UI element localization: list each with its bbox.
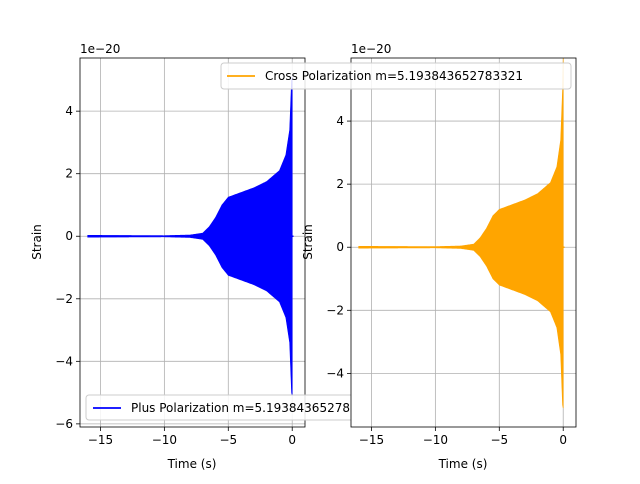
- cross-y-tick-label: 2: [336, 177, 344, 191]
- plus-y-tick-label: −6: [55, 417, 73, 431]
- plus-axes-frame: [79, 57, 306, 428]
- plus-y-tick-label: −4: [55, 354, 73, 368]
- plus-y-tick-label: −2: [55, 292, 73, 306]
- plus-ticks: −15 −10 −5 0 −6 −4 −2 0 2 4: [55, 104, 296, 447]
- cross-offset-label: 1e−20: [351, 42, 391, 56]
- plus-y-tick-label: 4: [65, 104, 73, 118]
- cross-legend: Cross Polarization m=5.193843652783321: [220, 62, 572, 90]
- cross-waveform-envelope: [358, 57, 564, 409]
- plus-legend-label: Plus Polarization m=5.193843652783321: [131, 401, 381, 415]
- cross-x-tick-label: −5: [490, 433, 508, 447]
- cross-ticks: −15 −10 −5 0 −4 −2 0 2 4: [326, 114, 567, 447]
- cross-x-axis-label: Time (s): [438, 457, 488, 471]
- cross-waveform: [358, 57, 565, 409]
- cross-y-axis-label: Strain: [301, 224, 315, 260]
- plus-legend: Plus Polarization m=5.193843652783321: [85, 394, 381, 421]
- plus-x-tick-label: 0: [288, 433, 296, 447]
- cross-legend-box: [220, 62, 572, 90]
- cross-y-tick-label: 4: [336, 114, 344, 128]
- cross-y-tick-label: −2: [326, 303, 344, 317]
- plus-x-tick-label: −15: [88, 433, 113, 447]
- plus-polarization-axes: −15 −10 −5 0 −6 −4 −2 0 2 4 1e−20 Time (s) Strain…: [30, 42, 381, 471]
- cross-x-tick-label: 0: [559, 433, 567, 447]
- plus-x-tick-label: −5: [219, 433, 237, 447]
- cross-polarization-axes: −15 −10 −5 0 −4 −2 0 2 4 1e−20 Time (s) Strain C…: [220, 42, 577, 471]
- cross-legend-label: Cross Polarization m=5.193843652783321: [265, 69, 523, 83]
- plus-y-tick-label: 0: [65, 229, 73, 243]
- cross-x-tick-label: −15: [359, 433, 384, 447]
- plus-y-axis-label: Strain: [30, 224, 44, 260]
- plus-x-axis-label: Time (s): [167, 457, 217, 471]
- cross-axes-frame: [350, 57, 577, 428]
- cross-y-tick-label: 0: [336, 240, 344, 254]
- plus-offset-label: 1e−20: [80, 42, 120, 56]
- plus-x-tick-label: −10: [152, 433, 177, 447]
- plus-y-tick-label: 2: [65, 167, 73, 181]
- cross-y-tick-label: −4: [326, 366, 344, 380]
- cross-x-tick-label: −10: [423, 433, 448, 447]
